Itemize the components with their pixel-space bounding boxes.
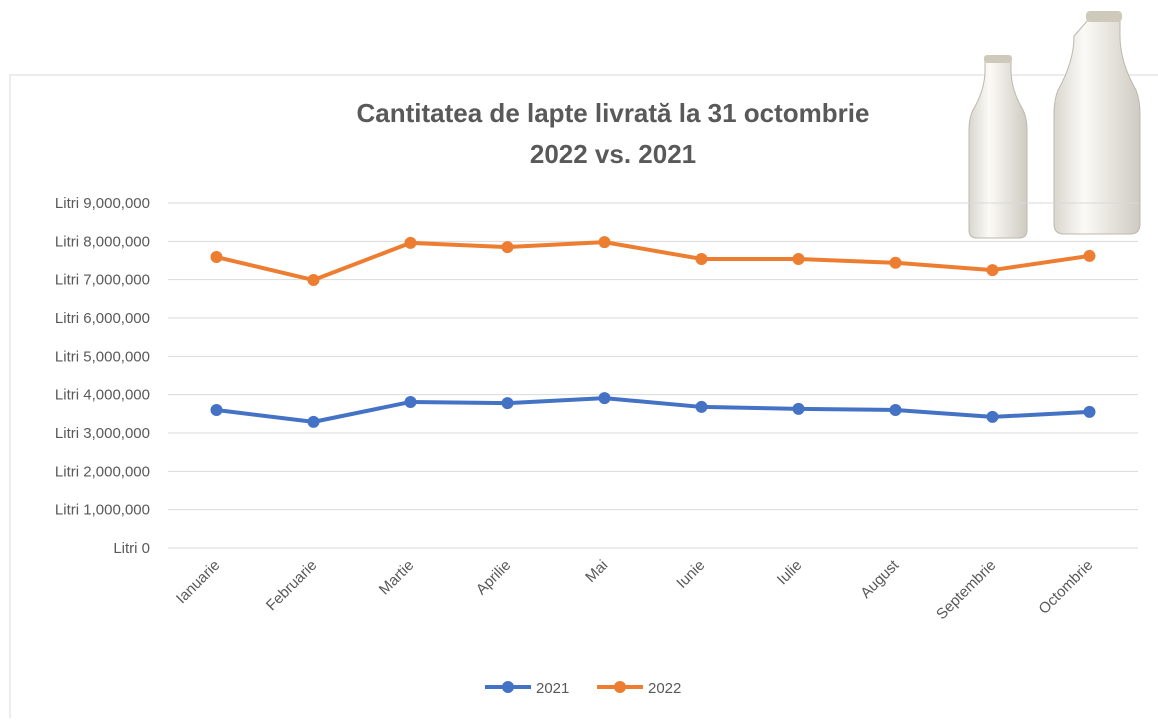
- y-tick-label: Litri 1,000,000: [55, 502, 150, 519]
- point: [793, 253, 805, 265]
- legend-marker: [614, 681, 626, 693]
- chart: Cantitatea de lapte livrată la 31 octomb…: [0, 0, 1158, 718]
- y-tick-label: Litri 4,000,000: [55, 387, 150, 404]
- y-tick-label: Litri 2,000,000: [55, 463, 150, 480]
- point: [308, 274, 320, 286]
- point: [696, 401, 708, 413]
- point: [502, 241, 514, 253]
- y-tick-label: Litri 8,000,000: [55, 233, 150, 250]
- y-tick-label: Litri 0: [113, 540, 150, 557]
- point: [793, 403, 805, 415]
- y-tick-label: Litri 3,000,000: [55, 425, 150, 442]
- legend-label: 2021: [536, 680, 569, 697]
- point: [211, 404, 223, 416]
- milk-bottles: [969, 11, 1140, 238]
- y-tick-label: Litri 9,000,000: [55, 195, 150, 212]
- point: [696, 253, 708, 265]
- point: [211, 251, 223, 263]
- point: [599, 236, 611, 248]
- y-tick-label: Litri 7,000,000: [55, 272, 150, 289]
- legend-marker: [502, 681, 514, 693]
- point: [599, 392, 611, 404]
- point: [890, 404, 902, 416]
- chart-title: Cantitatea de lapte livrată la 31 octomb…: [357, 98, 870, 128]
- y-tick-label: Litri 5,000,000: [55, 348, 150, 365]
- legend-label: 2022: [648, 680, 681, 697]
- point: [405, 237, 417, 249]
- y-tick-label: Litri 6,000,000: [55, 310, 150, 327]
- point: [308, 416, 320, 428]
- point: [1084, 406, 1096, 418]
- point: [405, 396, 417, 408]
- point: [987, 411, 999, 423]
- chart-title: 2022 vs. 2021: [530, 139, 696, 169]
- point: [1084, 250, 1096, 262]
- point: [890, 257, 902, 269]
- point: [502, 397, 514, 409]
- point: [987, 264, 999, 276]
